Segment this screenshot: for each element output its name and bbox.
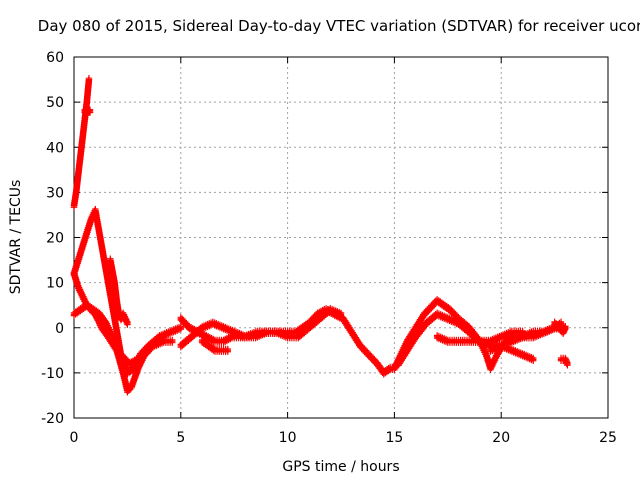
data-point: [144, 345, 151, 352]
data-points: [70, 74, 571, 396]
series-arc-10: [391, 296, 569, 373]
data-point: [429, 303, 437, 310]
data-point: [138, 351, 145, 358]
y-axis-label: SDTVAR / TECUs: [8, 180, 24, 295]
y-tick-label: 10: [46, 276, 64, 292]
series-arc-1: [70, 74, 93, 211]
data-point: [124, 321, 131, 328]
data-point: [142, 347, 150, 354]
data-point: [169, 339, 176, 346]
data-point: [134, 357, 142, 364]
axis-ticks: 0 5 10 15 20 25 -20 -10 0 10 20 30 40 50 60: [41, 50, 617, 446]
data-point: [127, 386, 134, 393]
y-tick-label: 0: [55, 321, 64, 337]
data-point: [559, 330, 567, 337]
data-point: [564, 362, 571, 369]
data-point: [86, 109, 94, 116]
data-point: [421, 312, 428, 319]
data-point: [562, 325, 569, 333]
grid: [74, 57, 608, 418]
x-axis-label: GPS time / hours: [282, 459, 399, 475]
x-tick-label: 15: [385, 430, 403, 446]
data-point: [425, 307, 432, 315]
series-arc-12: [433, 327, 526, 346]
series-arc-9: [198, 336, 231, 355]
series-arc-6: [107, 255, 131, 328]
y-tick-label: -10: [41, 366, 64, 382]
y-tick-label: 20: [46, 231, 64, 247]
series-arc-14: [551, 318, 569, 337]
y-tick-label: 60: [46, 50, 64, 66]
data-point: [177, 325, 184, 333]
chart-title: Day 080 of 2015, Sidereal Day-to-day VTE…: [38, 17, 640, 35]
data-point: [560, 328, 568, 336]
y-tick-label: 50: [46, 95, 64, 111]
data-point: [530, 357, 537, 364]
data-point: [139, 350, 147, 357]
data-point: [337, 312, 345, 319]
data-point: [125, 387, 133, 395]
data-point: [428, 304, 435, 312]
y-tick-label: -20: [41, 411, 64, 427]
data-point: [141, 348, 148, 355]
series-arc-15: [557, 354, 571, 369]
x-tick-label: 10: [279, 430, 297, 446]
series-arc-8: [177, 305, 345, 351]
data-point: [561, 327, 568, 334]
x-tick-label: 20: [492, 430, 510, 446]
x-tick-label: 0: [70, 430, 79, 446]
data-point: [224, 348, 231, 355]
data-point: [422, 310, 429, 318]
data-point: [124, 389, 131, 396]
data-point: [431, 301, 438, 309]
y-tick-label: 30: [46, 185, 64, 201]
series-arc-5: [70, 300, 142, 369]
y-tick-label: 40: [46, 140, 64, 156]
data-point: [423, 309, 431, 316]
x-tick-label: 25: [599, 430, 617, 446]
x-tick-label: 5: [176, 430, 185, 446]
series-arc-4: [70, 205, 184, 378]
data-point: [426, 306, 434, 313]
data-point: [85, 77, 93, 85]
series-arc-2: [81, 106, 94, 116]
